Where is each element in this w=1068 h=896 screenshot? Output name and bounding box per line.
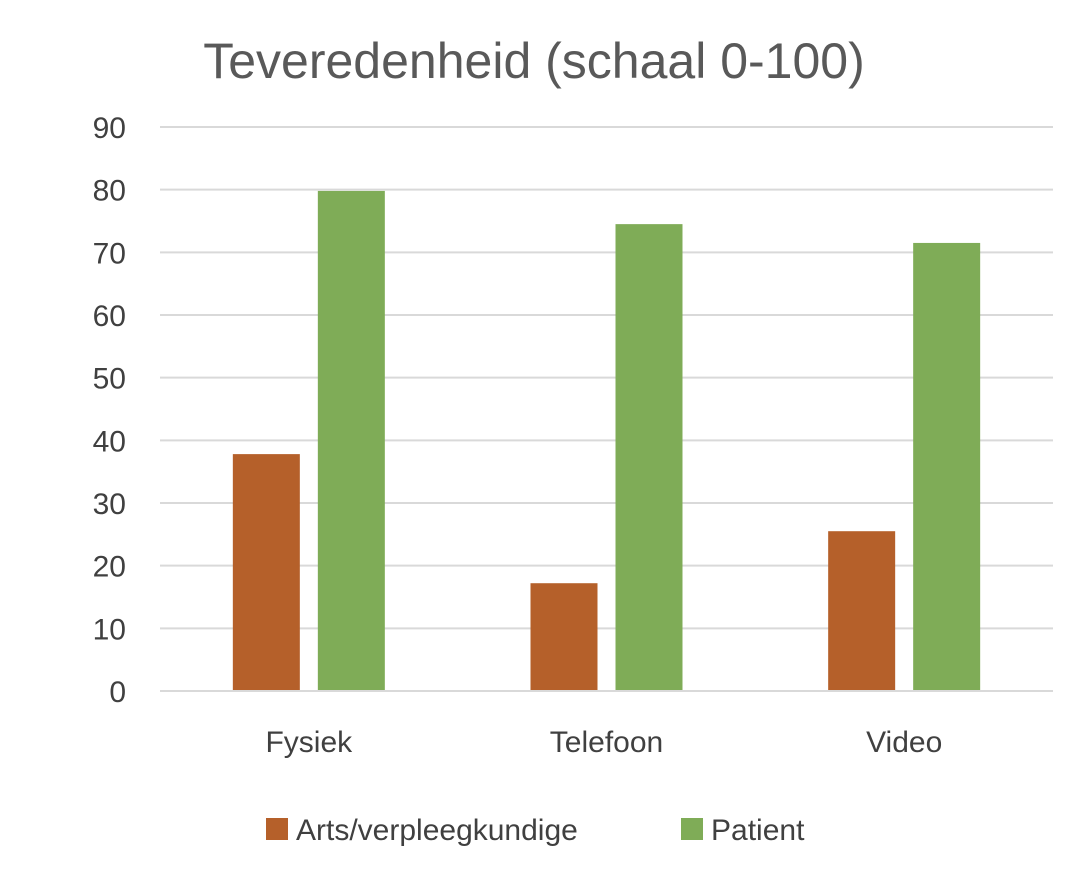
y-tick-label: 10 (93, 613, 126, 646)
gridlines (160, 126, 1053, 630)
y-tick-label: 80 (93, 175, 126, 208)
y-tick-label: 50 (93, 363, 126, 396)
y-tick-label: 70 (93, 237, 126, 270)
legend: Arts/verpleegkundige Patient (266, 814, 805, 847)
legend-label: Patient (711, 814, 805, 847)
x-category-label: Fysiek (265, 726, 353, 759)
legend-swatch (266, 818, 288, 840)
chart-title: Teveredenheid (schaal 0-100) (203, 33, 865, 89)
y-axis-ticks: 0 10 20 30 40 50 60 70 80 90 (93, 112, 126, 709)
bars (232, 190, 981, 692)
legend-label: Arts/verpleegkundige (296, 814, 578, 847)
y-tick-label: 40 (93, 425, 126, 458)
bar-fysiek-patient (317, 190, 385, 692)
y-tick-label: 60 (93, 300, 126, 333)
y-tick-label: 0 (109, 676, 126, 709)
bar-video-patient (913, 242, 981, 691)
y-tick-label: 20 (93, 551, 126, 584)
y-tick-label: 30 (93, 488, 126, 521)
legend-swatch (681, 818, 703, 840)
bar-telefoon-patient (615, 224, 683, 691)
x-category-label: Video (866, 726, 942, 759)
y-tick-label: 90 (93, 112, 126, 145)
x-category-label: Telefoon (550, 726, 663, 759)
x-axis-categories: Fysiek Telefoon Video (265, 726, 942, 759)
bar-video-arts (828, 531, 896, 691)
bar-telefoon-arts (530, 583, 598, 691)
bar-fysiek-arts (232, 454, 300, 691)
